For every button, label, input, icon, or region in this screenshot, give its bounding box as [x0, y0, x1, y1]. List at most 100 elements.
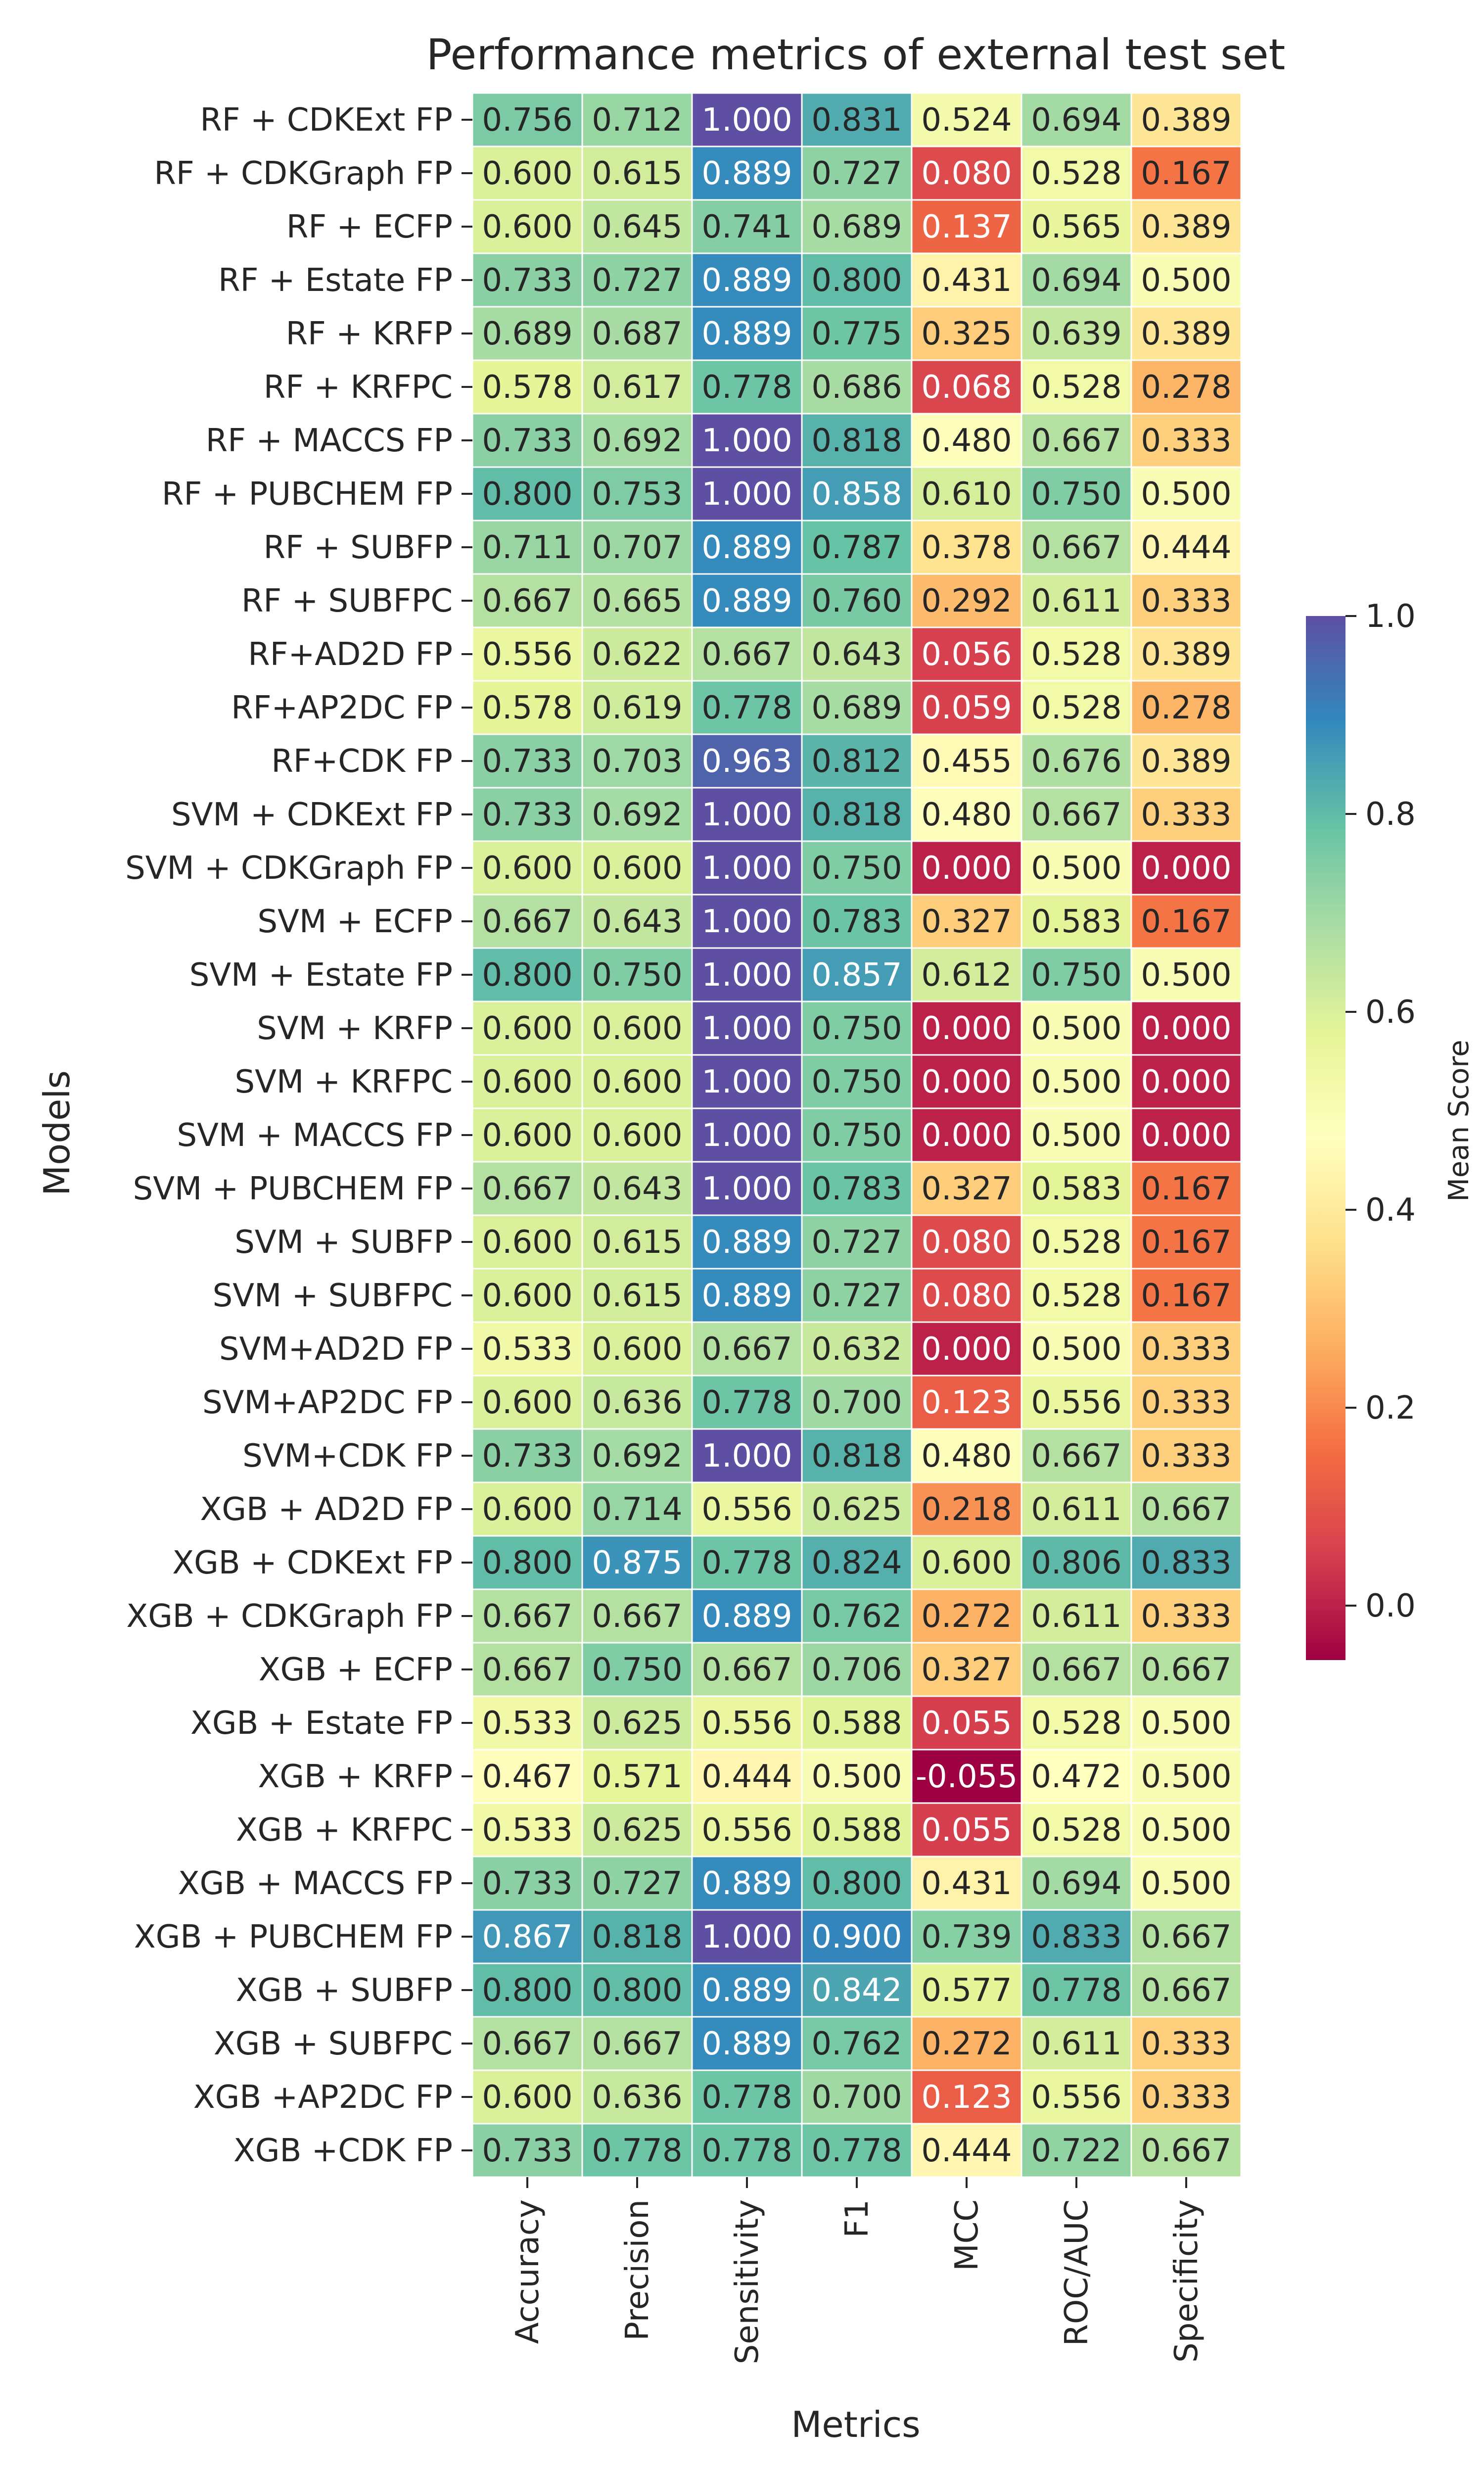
cell-value-label: 0.700 [811, 1384, 902, 1421]
cell-value-label: 0.600 [921, 1545, 1012, 1581]
colorbar-tick-label: 0.2 [1365, 1390, 1416, 1427]
heatmap-cell [911, 1535, 1022, 1590]
cell-value-label: 0.739 [921, 1919, 1012, 1955]
y-tick-label: RF + PUBCHEM FP [162, 476, 453, 513]
cell-value-label: 0.333 [1141, 423, 1231, 459]
cell-value-label: 0.750 [1031, 957, 1121, 994]
heatmap-cell [911, 1054, 1022, 1109]
heatmap-cell [911, 1375, 1022, 1430]
heatmap-cell [801, 1749, 913, 1804]
cell-value-label: 0.778 [701, 2133, 792, 2169]
heatmap-cell [911, 1107, 1022, 1163]
heatmap-cell [581, 1321, 693, 1377]
heatmap-cell [1130, 1268, 1242, 1323]
colorbar-tick-label: 1.0 [1365, 598, 1416, 635]
y-tick-label: RF + MACCS FP [206, 423, 453, 459]
heatmap-cell [1020, 1856, 1132, 1911]
heatmap-cell [911, 466, 1022, 522]
y-tick-label: XGB +CDK FP [233, 2133, 453, 2169]
cell-value-label: 0.806 [1031, 1545, 1121, 1581]
heatmap-cell [1020, 1695, 1132, 1751]
colorbar-title: Mean Score [1443, 1040, 1475, 1201]
cell-value-label: 0.632 [811, 1331, 902, 1368]
x-tick-label: Precision [619, 2199, 656, 2341]
cell-value-label: 0.533 [482, 1331, 572, 1368]
cell-value-label: 0.055 [921, 1812, 1012, 1849]
cell-value-label: 0.325 [921, 316, 1012, 352]
heatmap-cell [581, 1428, 693, 1483]
heatmap-cell [1130, 2123, 1242, 2178]
x-axis-title: Metrics [791, 2404, 920, 2445]
cell-value-label: 0.812 [811, 743, 902, 780]
cell-value-label: 0.625 [592, 1705, 682, 1742]
cell-value-label: 0.600 [592, 850, 682, 887]
heatmap-cell [691, 92, 803, 147]
cell-value-label: 0.889 [701, 1972, 792, 2009]
cell-value-label: 0.565 [1031, 209, 1121, 245]
cell-value-label: 0.711 [482, 529, 572, 566]
heatmap-cell [471, 1481, 583, 1537]
cell-value-label: 0.528 [1031, 690, 1121, 726]
y-tick-label: SVM + SUBFPC [213, 1278, 453, 1314]
cell-value-label: 0.700 [811, 2079, 902, 2116]
heatmap-cell [471, 1107, 583, 1163]
heatmap-cell [691, 199, 803, 254]
heatmap-cell [1020, 787, 1132, 842]
cell-value-label: 1.000 [701, 1919, 792, 1955]
cell-value-label: 0.500 [1141, 957, 1231, 994]
cell-value-label: 0.800 [811, 262, 902, 299]
cell-value-label: 0.733 [482, 262, 572, 299]
y-tick-label: RF+AP2DC FP [231, 690, 453, 726]
cell-value-label: 0.467 [482, 1759, 572, 1795]
heatmap-cell [801, 680, 913, 735]
cell-value-label: 1.000 [701, 102, 792, 139]
cell-value-label: 0.588 [811, 1705, 902, 1742]
cell-value-label: 0.000 [921, 1010, 1012, 1047]
heatmap-cell [911, 1802, 1022, 1857]
cell-value-label: 0.000 [1141, 1117, 1231, 1154]
y-tick-label: RF + KRFP [286, 316, 453, 352]
cell-value-label: 0.867 [482, 1919, 572, 1955]
cell-value-label: 0.556 [701, 1705, 792, 1742]
heatmap-cell [911, 1000, 1022, 1056]
heatmap-cell [1020, 413, 1132, 468]
cell-value-label: 0.733 [482, 423, 572, 459]
cell-value-label: 0.272 [921, 1598, 1012, 1635]
cell-value-label: 0.278 [1141, 369, 1231, 406]
heatmap-cell [801, 466, 913, 522]
cell-value-label: 0.524 [921, 102, 1012, 139]
cell-value-label: 0.619 [592, 690, 682, 726]
cell-value-label: 0.833 [1031, 1919, 1121, 1955]
heatmap-cell [691, 1214, 803, 1270]
chart-title: Performance metrics of external test set [426, 30, 1286, 80]
cell-value-label: 0.000 [1141, 1064, 1231, 1100]
cell-value-label: 0.123 [921, 2079, 1012, 2116]
colorbar: 0.0 0.2 0.4 0.6 0.8 1.0 [1306, 598, 1416, 1660]
heatmap-cell [1020, 1107, 1132, 1163]
y-tick-label: RF+AD2D FP [248, 636, 453, 673]
heatmap-cell [1020, 1161, 1132, 1216]
heatmap-cell [911, 573, 1022, 628]
cell-value-label: 0.327 [921, 904, 1012, 940]
cell-value-label: 0.694 [1031, 262, 1121, 299]
cell-value-label: 0.167 [1141, 904, 1231, 940]
heatmap-cell [691, 145, 803, 201]
heatmap-cell [911, 199, 1022, 254]
heatmap-cell [801, 1642, 913, 1697]
cell-value-label: 0.762 [811, 2026, 902, 2062]
heatmap-cell [1020, 92, 1132, 147]
heatmap-cell [1130, 626, 1242, 682]
heatmap-cell [801, 1000, 913, 1056]
cell-value-label: 0.800 [482, 1972, 572, 2009]
heatmap-cell [801, 1535, 913, 1590]
cell-value-label: 0.676 [1031, 743, 1121, 780]
cell-value-label: 0.667 [1031, 1652, 1121, 1688]
heatmap-cell [911, 1642, 1022, 1697]
cell-value-label: 0.480 [921, 1438, 1012, 1475]
cell-value-label: 0.431 [921, 262, 1012, 299]
cell-value-label: 0.818 [811, 423, 902, 459]
cell-value-label: 0.667 [1141, 1919, 1231, 1955]
cell-value-label: 0.694 [1031, 102, 1121, 139]
y-axis-title: Models [36, 1070, 78, 1196]
cell-value-label: 0.714 [592, 1491, 682, 1528]
